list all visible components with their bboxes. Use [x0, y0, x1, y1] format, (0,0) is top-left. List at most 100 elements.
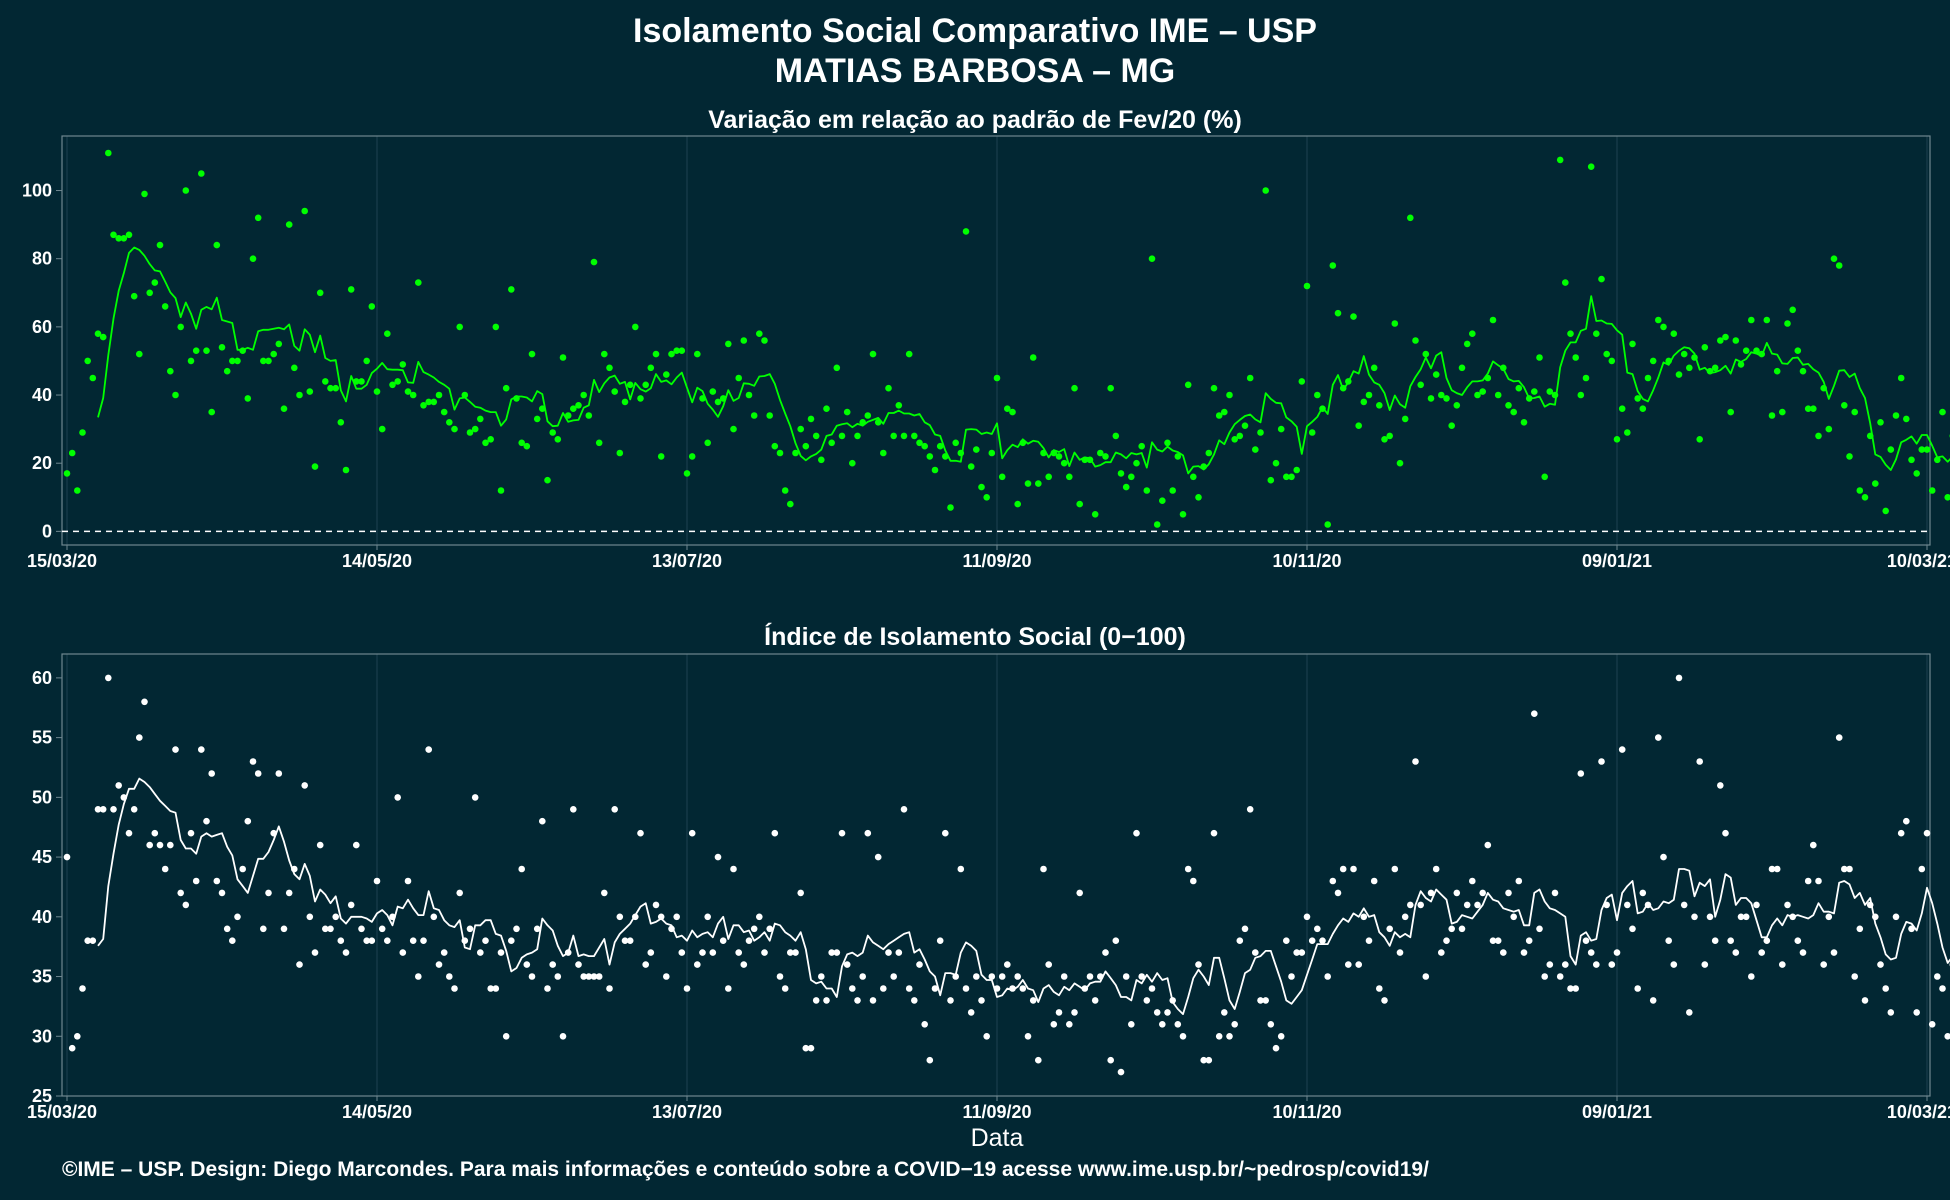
- index-data-point: [880, 985, 887, 992]
- variation-data-point: [105, 149, 112, 157]
- variation-data-point: [1386, 432, 1393, 440]
- index-y-tick-label: 50: [32, 787, 52, 807]
- variation-data-point: [1908, 456, 1915, 464]
- index-data-point: [1551, 889, 1559, 897]
- index-data-point: [1934, 973, 1941, 980]
- index-data-point: [1763, 937, 1771, 944]
- index-data-point: [1546, 961, 1554, 968]
- index-data-point: [1918, 865, 1926, 873]
- index-data-point: [1644, 901, 1652, 909]
- index-data-point: [916, 961, 923, 968]
- variation-data-point: [456, 323, 464, 331]
- variation-data-point: [172, 391, 179, 399]
- variation-data-point: [218, 344, 226, 351]
- index-data-point: [322, 925, 329, 933]
- variation-data-point: [285, 221, 293, 228]
- index-data-point: [694, 961, 701, 968]
- variation-data-point: [239, 347, 246, 355]
- variation-data-point: [683, 470, 691, 477]
- variation-data-point: [120, 235, 128, 242]
- variation-data-point: [508, 286, 515, 293]
- variation-data-point: [714, 398, 722, 406]
- index-data-point: [327, 925, 334, 933]
- index-data-point: [1572, 985, 1579, 992]
- index-data-point: [1882, 985, 1889, 992]
- index-data-point: [983, 1033, 990, 1040]
- index-data-point: [740, 961, 748, 968]
- variation-data-point: [513, 395, 520, 402]
- index-data-point: [1618, 746, 1626, 753]
- index-data-point: [218, 889, 226, 897]
- index-data-point: [978, 997, 985, 1004]
- variation-data-point: [1474, 391, 1481, 399]
- index-data-point: [1458, 925, 1466, 933]
- variation-data-point: [440, 408, 448, 416]
- index-data-point: [234, 913, 241, 921]
- index-data-point: [1200, 1056, 1207, 1064]
- index-data-point: [1195, 961, 1202, 968]
- index-data-point: [1722, 829, 1729, 837]
- index-data-point: [1928, 1021, 1936, 1028]
- index-data-point: [931, 985, 939, 992]
- variation-data-point: [864, 412, 872, 419]
- variation-data-point: [1903, 415, 1910, 423]
- index-data-point: [1215, 1033, 1223, 1040]
- variation-data-point: [1572, 354, 1579, 361]
- index-data-point: [68, 1044, 76, 1052]
- variation-data-point: [1350, 313, 1357, 320]
- variation-data-point: [1040, 449, 1047, 457]
- index-data-point: [358, 925, 365, 933]
- variation-panel-title: Variação em relação ao padrão de Fev/20 …: [708, 106, 1242, 134]
- variation-data-point: [1737, 361, 1745, 368]
- variation-data-point: [1505, 402, 1512, 409]
- index-data-point: [1639, 889, 1647, 897]
- variation-data-point: [322, 378, 329, 385]
- variation-data-point: [1655, 316, 1662, 324]
- variation-x-tick-label: 15/03/20: [27, 551, 97, 571]
- index-data-point: [668, 925, 675, 933]
- variation-data-point: [1086, 456, 1094, 464]
- variation-data-point: [807, 415, 815, 423]
- variation-data-point: [1758, 350, 1765, 358]
- variation-data-point: [1799, 367, 1807, 375]
- variation-data-point: [347, 286, 355, 293]
- variation-data-point: [756, 330, 763, 338]
- index-data-point: [1732, 949, 1740, 956]
- index-data-point: [1748, 973, 1755, 980]
- index-y-tick-label: 30: [32, 1026, 52, 1046]
- index-data-point: [1649, 997, 1657, 1004]
- index-data-point: [1939, 985, 1946, 992]
- index-data-point: [1810, 841, 1817, 849]
- index-data-point: [1370, 877, 1378, 885]
- variation-data-point: [962, 228, 970, 235]
- index-data-point: [213, 877, 221, 885]
- index-data-point: [818, 973, 825, 980]
- index-data-point: [647, 949, 655, 956]
- variation-data-point: [68, 449, 76, 457]
- variation-data-point: [1066, 473, 1073, 481]
- variation-data-point: [177, 323, 184, 331]
- variation-data-point: [678, 347, 686, 355]
- index-data-point: [1298, 949, 1306, 956]
- index-data-point: [683, 985, 691, 992]
- index-data-point: [1190, 877, 1197, 885]
- variation-data-point: [136, 350, 143, 358]
- index-data-point: [833, 949, 841, 956]
- variation-data-point: [1810, 405, 1817, 413]
- index-data-point: [1339, 865, 1347, 873]
- variation-data-point: [275, 340, 283, 348]
- variation-data-point: [1494, 391, 1502, 399]
- index-data-point: [1629, 925, 1636, 933]
- index-data-point: [94, 806, 102, 813]
- index-data-point: [1221, 1009, 1228, 1016]
- index-data-point: [1696, 758, 1703, 765]
- index-data-point: [1603, 901, 1610, 909]
- variation-data-point: [559, 354, 567, 361]
- variation-data-point: [1252, 446, 1259, 453]
- index-data-point: [1825, 913, 1833, 921]
- index-panel-frame: [61, 653, 1931, 1097]
- index-data-point: [802, 1044, 810, 1052]
- index-data-point: [678, 949, 686, 956]
- variation-data-point: [301, 207, 309, 215]
- index-data-point: [451, 985, 458, 992]
